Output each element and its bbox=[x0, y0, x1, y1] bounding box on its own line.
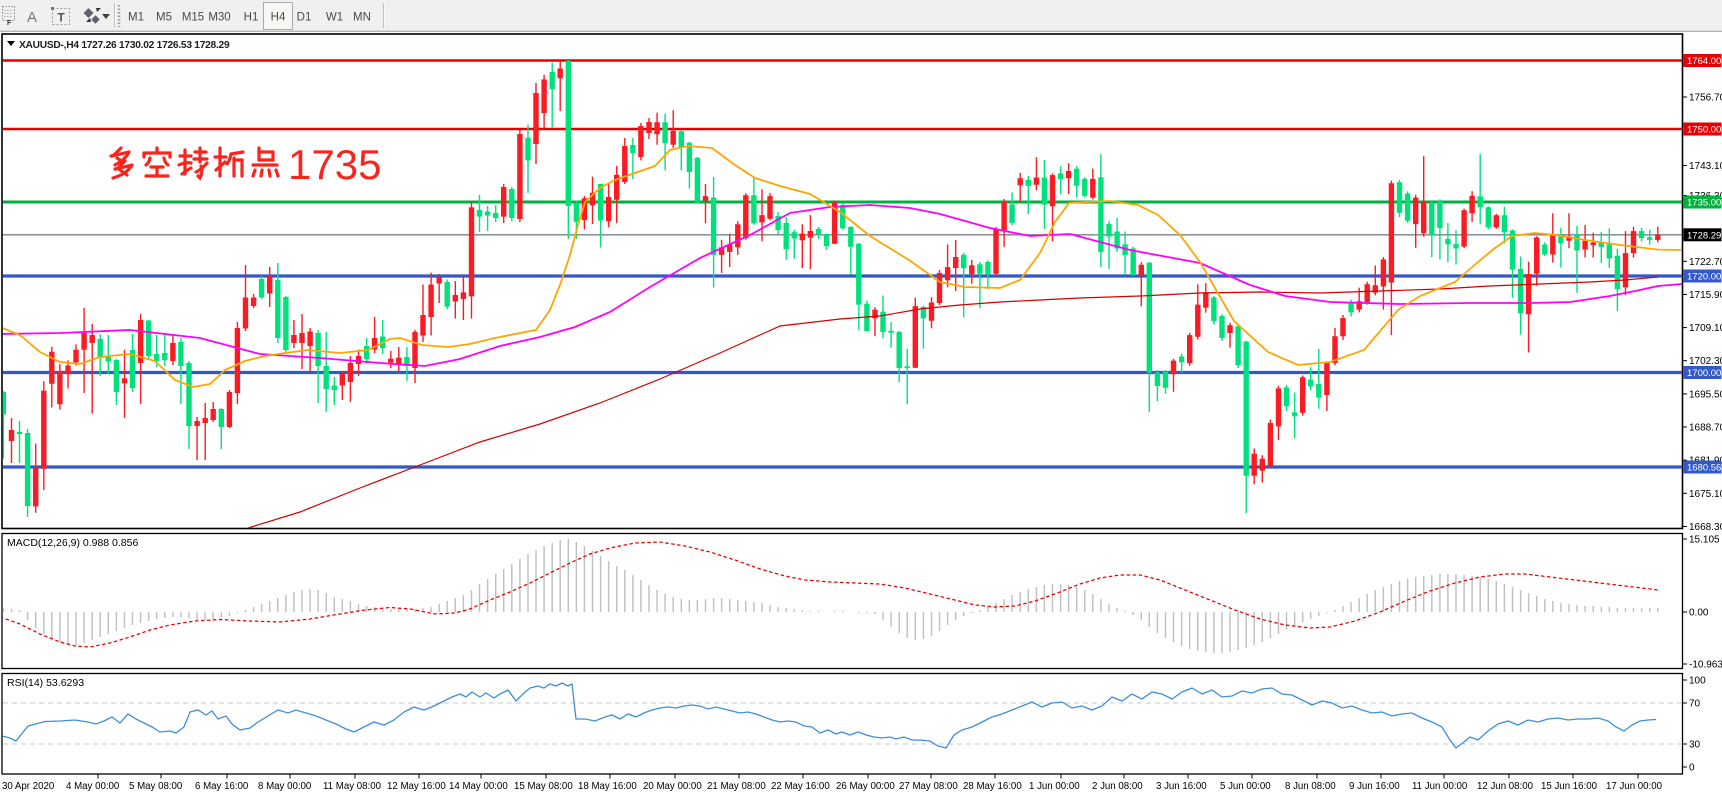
svg-text:1750.00: 1750.00 bbox=[1687, 125, 1721, 136]
svg-text:1764.00: 1764.00 bbox=[1687, 56, 1721, 67]
svg-text:70: 70 bbox=[1689, 699, 1701, 710]
svg-text:30: 30 bbox=[1689, 740, 1701, 751]
svg-text:1743.10: 1743.10 bbox=[1689, 161, 1722, 172]
svg-text:12 Jun 08:00: 12 Jun 08:00 bbox=[1477, 781, 1534, 792]
svg-text:1680.56: 1680.56 bbox=[1687, 463, 1721, 474]
svg-text:1728.29: 1728.29 bbox=[1687, 230, 1721, 241]
svg-text:14 May 00:00: 14 May 00:00 bbox=[449, 781, 508, 792]
svg-text:1695.50: 1695.50 bbox=[1689, 389, 1722, 400]
svg-text:F: F bbox=[7, 20, 12, 27]
svg-text:15 May 08:00: 15 May 08:00 bbox=[514, 781, 573, 792]
svg-text:6 May 16:00: 6 May 16:00 bbox=[195, 781, 249, 792]
svg-text:17 Jun 00:00: 17 Jun 00:00 bbox=[1606, 781, 1663, 792]
svg-text:M15: M15 bbox=[182, 12, 204, 24]
svg-text:22 May 16:00: 22 May 16:00 bbox=[771, 781, 830, 792]
svg-text:1688.70: 1688.70 bbox=[1689, 423, 1722, 434]
svg-text:30 Apr 2020: 30 Apr 2020 bbox=[2, 781, 55, 792]
svg-text:3 Jun 16:00: 3 Jun 16:00 bbox=[1156, 781, 1207, 792]
svg-text:1 Jun 00:00: 1 Jun 00:00 bbox=[1029, 781, 1080, 792]
svg-text:0: 0 bbox=[1689, 763, 1695, 774]
svg-text:11 Jun 00:00: 11 Jun 00:00 bbox=[1412, 781, 1468, 792]
svg-text:1715.90: 1715.90 bbox=[1689, 290, 1722, 301]
svg-text:1735: 1735 bbox=[288, 141, 381, 188]
svg-text:M5: M5 bbox=[156, 12, 172, 24]
svg-text:T: T bbox=[57, 11, 65, 25]
svg-text:1756.70: 1756.70 bbox=[1689, 93, 1722, 104]
svg-text:15 Jun 16:00: 15 Jun 16:00 bbox=[1541, 781, 1598, 792]
svg-text:XAUUSD-,H4 1727.26 1730.02 17: XAUUSD-,H4 1727.26 1730.02 1726.53 1728.… bbox=[19, 40, 230, 51]
svg-text:H4: H4 bbox=[271, 12, 286, 24]
svg-text:1709.10: 1709.10 bbox=[1689, 323, 1722, 334]
svg-text:15.105: 15.105 bbox=[1689, 535, 1720, 546]
svg-text:9 Jun 16:00: 9 Jun 16:00 bbox=[1349, 781, 1400, 792]
svg-text:A: A bbox=[27, 9, 37, 26]
svg-text:100: 100 bbox=[1689, 676, 1706, 687]
svg-text:MACD(12,26,9) 0.988 0.856: MACD(12,26,9) 0.988 0.856 bbox=[7, 537, 138, 549]
svg-text:1702.30: 1702.30 bbox=[1689, 356, 1722, 367]
svg-text:1675.10: 1675.10 bbox=[1689, 489, 1722, 500]
svg-text:26 May 00:00: 26 May 00:00 bbox=[836, 781, 895, 792]
svg-text:5 May 08:00: 5 May 08:00 bbox=[129, 781, 183, 792]
svg-text:1700.00: 1700.00 bbox=[1687, 368, 1721, 379]
svg-text:RSI(14) 53.6293: RSI(14) 53.6293 bbox=[7, 677, 84, 689]
svg-text:11 May 08:00: 11 May 08:00 bbox=[323, 781, 382, 792]
svg-text:M30: M30 bbox=[208, 12, 230, 24]
svg-text:H1: H1 bbox=[244, 12, 259, 24]
svg-text:1722.70: 1722.70 bbox=[1689, 257, 1722, 268]
svg-text:1720.00: 1720.00 bbox=[1687, 272, 1721, 283]
svg-text:27 May 08:00: 27 May 08:00 bbox=[899, 781, 958, 792]
svg-text:12 May 16:00: 12 May 16:00 bbox=[387, 781, 446, 792]
svg-text:8 Jun 08:00: 8 Jun 08:00 bbox=[1285, 781, 1336, 792]
svg-text:-10.963: -10.963 bbox=[1689, 660, 1722, 671]
svg-text:5 Jun 00:00: 5 Jun 00:00 bbox=[1220, 781, 1271, 792]
svg-text:21 May 08:00: 21 May 08:00 bbox=[707, 781, 766, 792]
svg-text:2 Jun 08:00: 2 Jun 08:00 bbox=[1092, 781, 1143, 792]
svg-text:M1: M1 bbox=[128, 12, 144, 24]
svg-text:8 May 00:00: 8 May 00:00 bbox=[258, 781, 312, 792]
svg-text:20 May 00:00: 20 May 00:00 bbox=[643, 781, 702, 792]
svg-text:W1: W1 bbox=[326, 12, 343, 24]
svg-text:18 May 16:00: 18 May 16:00 bbox=[578, 781, 637, 792]
svg-text:4 May 00:00: 4 May 00:00 bbox=[66, 781, 120, 792]
svg-text:28 May 16:00: 28 May 16:00 bbox=[963, 781, 1022, 792]
svg-text:1735.00: 1735.00 bbox=[1687, 198, 1721, 209]
svg-text:MN: MN bbox=[353, 12, 371, 24]
svg-text:1668.30: 1668.30 bbox=[1689, 522, 1722, 533]
svg-text:D1: D1 bbox=[297, 12, 312, 24]
svg-text:0.00: 0.00 bbox=[1689, 608, 1709, 619]
